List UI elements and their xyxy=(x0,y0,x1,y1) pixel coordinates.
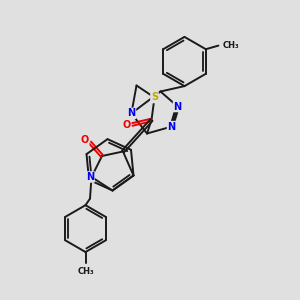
Text: N: N xyxy=(173,101,182,112)
Text: O: O xyxy=(122,119,131,130)
Text: N: N xyxy=(127,108,136,118)
Text: S: S xyxy=(151,92,158,103)
Text: O: O xyxy=(80,135,89,145)
Text: CH₃: CH₃ xyxy=(77,267,94,276)
Text: CH₃: CH₃ xyxy=(223,41,239,50)
Text: N: N xyxy=(86,172,94,182)
Text: N: N xyxy=(167,122,176,132)
